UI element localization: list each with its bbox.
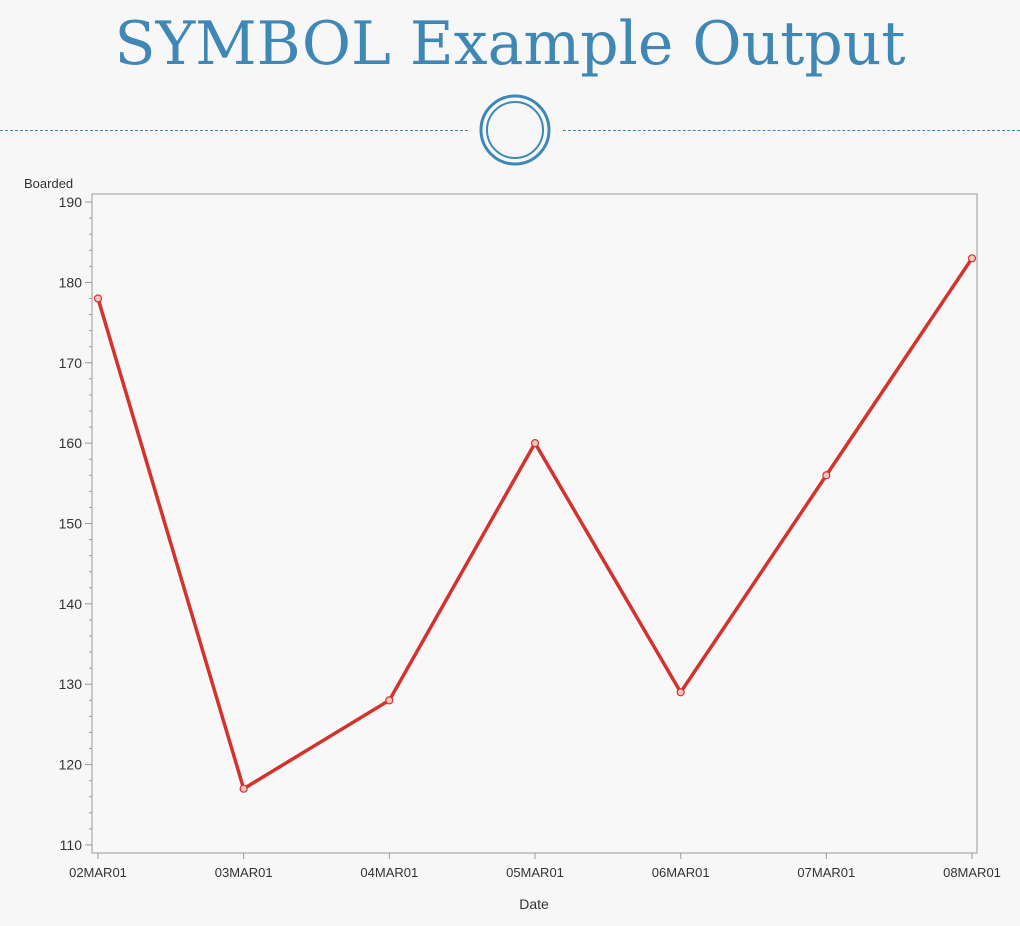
data-point — [676, 688, 685, 697]
plot-area — [91, 193, 978, 854]
title-divider-right — [563, 130, 1020, 131]
y-tick-label: 130 — [59, 676, 83, 692]
y-axis-label: Boarded — [24, 176, 73, 191]
data-point — [530, 439, 540, 448]
data-point — [967, 254, 977, 263]
x-tick-label: 02MAR01 — [69, 865, 127, 880]
y-tick-label: 190 — [59, 194, 83, 210]
x-tick-label: 08MAR01 — [943, 865, 1001, 880]
circle-ornament-icon — [479, 94, 551, 166]
x-axis: 02MAR01 03MAR01 04MAR01 05MAR01 06MAR01 07MAR… — [69, 853, 1001, 880]
data-point — [239, 784, 248, 793]
y-tick-label: 160 — [59, 435, 83, 451]
x-axis-label: Date — [519, 896, 549, 912]
x-tick-label: 04MAR01 — [360, 865, 418, 880]
y-tick-label: 170 — [59, 355, 83, 371]
y-tick-label: 150 — [59, 516, 83, 532]
y-tick-label: 110 — [60, 837, 83, 853]
slide-title: SYMBOL Example Output — [114, 9, 906, 79]
y-tick-label: 180 — [59, 274, 83, 290]
title-divider-left — [0, 130, 468, 131]
y-tick-label: 120 — [59, 757, 83, 773]
x-tick-label: 06MAR01 — [652, 865, 710, 880]
data-point — [822, 471, 831, 480]
series-layer — [93, 254, 977, 793]
data-point — [385, 696, 394, 705]
x-tick-label: 05MAR01 — [506, 865, 564, 880]
y-tick-label: 140 — [59, 596, 83, 612]
y-axis: 110 120 130 140 150 160 170 180 190 — [59, 194, 92, 853]
line-chart: Boarded Date 110 120 130 140 150 160 170 180 190… — [24, 176, 1001, 912]
x-tick-label: 07MAR01 — [797, 865, 855, 880]
data-point — [93, 294, 103, 303]
x-tick-label: 03MAR01 — [215, 865, 273, 880]
